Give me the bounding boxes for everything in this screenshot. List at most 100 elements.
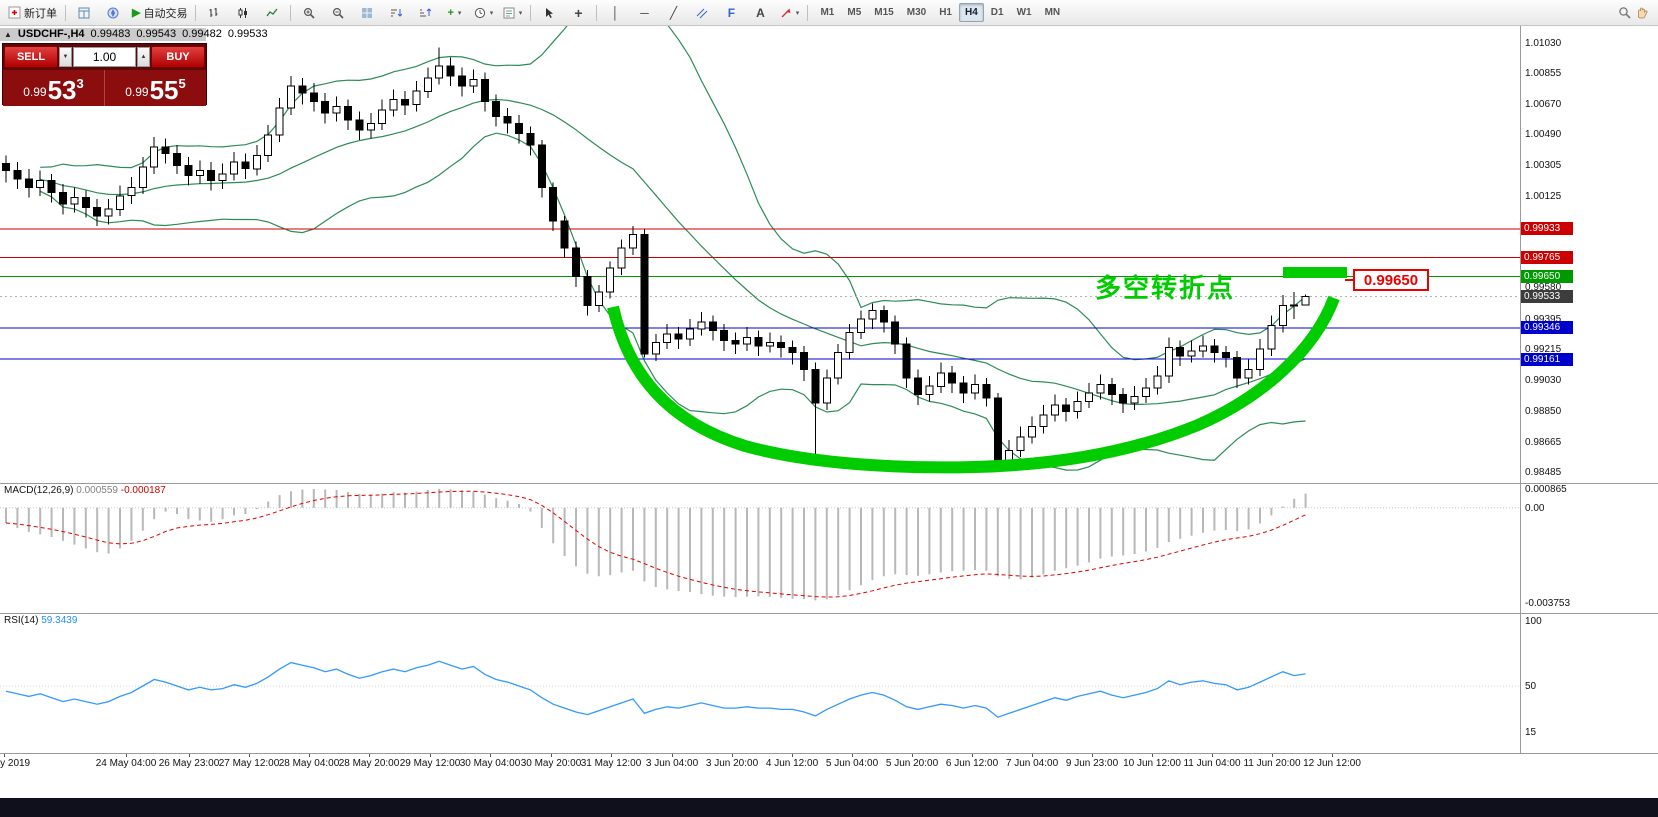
- rsi-canvas[interactable]: [0, 614, 1520, 753]
- panel-separator[interactable]: [0, 483, 1658, 484]
- cursor-button[interactable]: [535, 2, 563, 24]
- search-icon[interactable]: [1618, 6, 1631, 19]
- arrange-descending-icon: [419, 7, 432, 19]
- price-tick: 1.00490: [1525, 129, 1562, 141]
- ohlc-close: 0.99533: [227, 28, 268, 40]
- time-tick: [852, 754, 853, 757]
- time-tick: [1272, 754, 1273, 757]
- buy-price[interactable]: 0.99 55 5: [104, 70, 206, 106]
- timeframe-w1[interactable]: W1: [1016, 7, 1032, 18]
- macd-scale-label: -0.003753: [1525, 598, 1571, 610]
- new-order-button[interactable]: 新订单: [4, 2, 61, 24]
- price-tick: 0.99215: [1525, 343, 1562, 355]
- crosshair-button[interactable]: +: [564, 2, 592, 24]
- add-indicator-icon: +: [447, 6, 454, 19]
- line-chart-button[interactable]: [258, 2, 286, 24]
- timeframe-mn[interactable]: MN: [1044, 7, 1061, 18]
- buy-button[interactable]: BUY: [151, 46, 205, 68]
- vertical-line-button[interactable]: │: [601, 2, 629, 24]
- sell-button[interactable]: SELL: [4, 46, 58, 68]
- macd-canvas[interactable]: [0, 484, 1520, 612]
- templates-button[interactable]: ▾: [498, 2, 526, 24]
- navigator-icon: [107, 7, 119, 19]
- time-tick: [309, 754, 310, 757]
- macd-value-signal: -0.000187: [120, 485, 166, 496]
- bar-chart-button[interactable]: [200, 2, 228, 24]
- chart-area: ▲ USDCHF-,H4 0.99483 0.99543 0.99482 0.9…: [0, 26, 1658, 817]
- time-label: 6 Jun 12:00: [945, 758, 999, 769]
- fibonacci-icon: F: [727, 5, 736, 20]
- time-tick: [1092, 754, 1093, 757]
- channel-button[interactable]: [688, 2, 716, 24]
- candlestick-chart-button[interactable]: [229, 2, 257, 24]
- trendline-button[interactable]: ╱: [659, 2, 687, 24]
- auto-trading-button[interactable]: ▶ 自动交易: [128, 2, 191, 24]
- arrange-descending-button[interactable]: [411, 2, 439, 24]
- rsi-value: 59.3439: [41, 615, 78, 626]
- sell-price[interactable]: 0.99 53 3: [3, 70, 104, 106]
- arrows-button[interactable]: ▾: [775, 2, 803, 24]
- price-tick: 0.99030: [1525, 375, 1562, 387]
- timeframe-d1[interactable]: D1: [990, 7, 1004, 18]
- price-axis[interactable]: 1.01030 1.00855 1.00670 1.00490 1.00305 1.001…: [1521, 26, 1657, 753]
- buy-price-prefix: 0.99: [125, 85, 149, 99]
- rsi-scale-label: 50: [1525, 681, 1537, 693]
- price-tick: 1.00125: [1525, 190, 1562, 202]
- time-tick: [1212, 754, 1213, 757]
- time-label: 26 May 23:00: [158, 758, 220, 769]
- timeframe-m15[interactable]: M15: [874, 7, 894, 18]
- hand-drag-icon[interactable]: [1635, 6, 1648, 19]
- text-tool-button[interactable]: A: [746, 2, 774, 24]
- zoom-in-button[interactable]: [295, 2, 323, 24]
- time-tick: [249, 754, 250, 757]
- time-tick: [126, 754, 127, 757]
- clock-icon: [474, 7, 486, 19]
- timeframe-h1[interactable]: H1: [939, 7, 952, 18]
- auto-trading-label: 自动交易: [143, 7, 188, 20]
- separator: [530, 4, 532, 21]
- price-axis-line: [1520, 26, 1521, 753]
- fibonacci-button[interactable]: F: [717, 2, 745, 24]
- time-tick: [611, 754, 612, 757]
- time-tick: [1152, 754, 1153, 757]
- timeframe-m1[interactable]: M1: [820, 7, 835, 18]
- time-label: 11 Jun 04:00: [1183, 758, 1241, 769]
- ohlc-high: 0.99543: [136, 28, 177, 40]
- time-tick: [972, 754, 973, 757]
- rsi-axis[interactable]: 100 50 15: [1521, 614, 1657, 753]
- macd-value-main: 0.000559: [76, 485, 118, 496]
- time-tick: [189, 754, 190, 757]
- zoom-out-button[interactable]: [324, 2, 352, 24]
- volume-down-button[interactable]: ▼: [59, 47, 72, 67]
- price-tick: 1.00305: [1525, 160, 1562, 172]
- macd-label: MACD(12,26,9) 0.000559 -0.000187: [4, 485, 166, 496]
- horizontal-line-button[interactable]: ─: [630, 2, 658, 24]
- template-icon: [503, 7, 515, 19]
- separator: [596, 4, 598, 21]
- volume-up-button[interactable]: ▲: [137, 47, 150, 67]
- timeframe-h4[interactable]: H4: [958, 3, 984, 22]
- tile-windows-button[interactable]: [353, 2, 381, 24]
- volume-input[interactable]: 1.00: [73, 47, 136, 67]
- arrange-ascending-button[interactable]: [382, 2, 410, 24]
- indicators-button[interactable]: + ▾: [440, 2, 468, 24]
- market-watch-button[interactable]: [70, 2, 98, 24]
- collapse-panel-icon[interactable]: ▲: [4, 29, 12, 39]
- price-level-badge: 0.99765: [1521, 250, 1573, 264]
- time-label: 24 May 04:00: [95, 758, 157, 769]
- price-tick: 0.99580: [1525, 282, 1562, 294]
- price-chart-canvas[interactable]: [0, 26, 1520, 483]
- price-level-badge: 0.99346: [1521, 321, 1573, 335]
- time-label: 12 Jun 12:00: [1303, 758, 1361, 769]
- price-level-badge: 0.99650: [1521, 270, 1573, 284]
- navigator-button[interactable]: [99, 2, 127, 24]
- separator: [290, 4, 292, 21]
- price-tick: 0.98485: [1525, 467, 1562, 479]
- periods-button[interactable]: ▾: [469, 2, 497, 24]
- timeframe-m5[interactable]: M5: [847, 7, 862, 18]
- macd-axis[interactable]: 0.000865 0.00 -0.003753: [1521, 484, 1657, 612]
- timeframe-m30[interactable]: M30: [906, 7, 927, 18]
- ohlc-open: 0.99483: [90, 28, 131, 40]
- panel-separator[interactable]: [0, 613, 1658, 614]
